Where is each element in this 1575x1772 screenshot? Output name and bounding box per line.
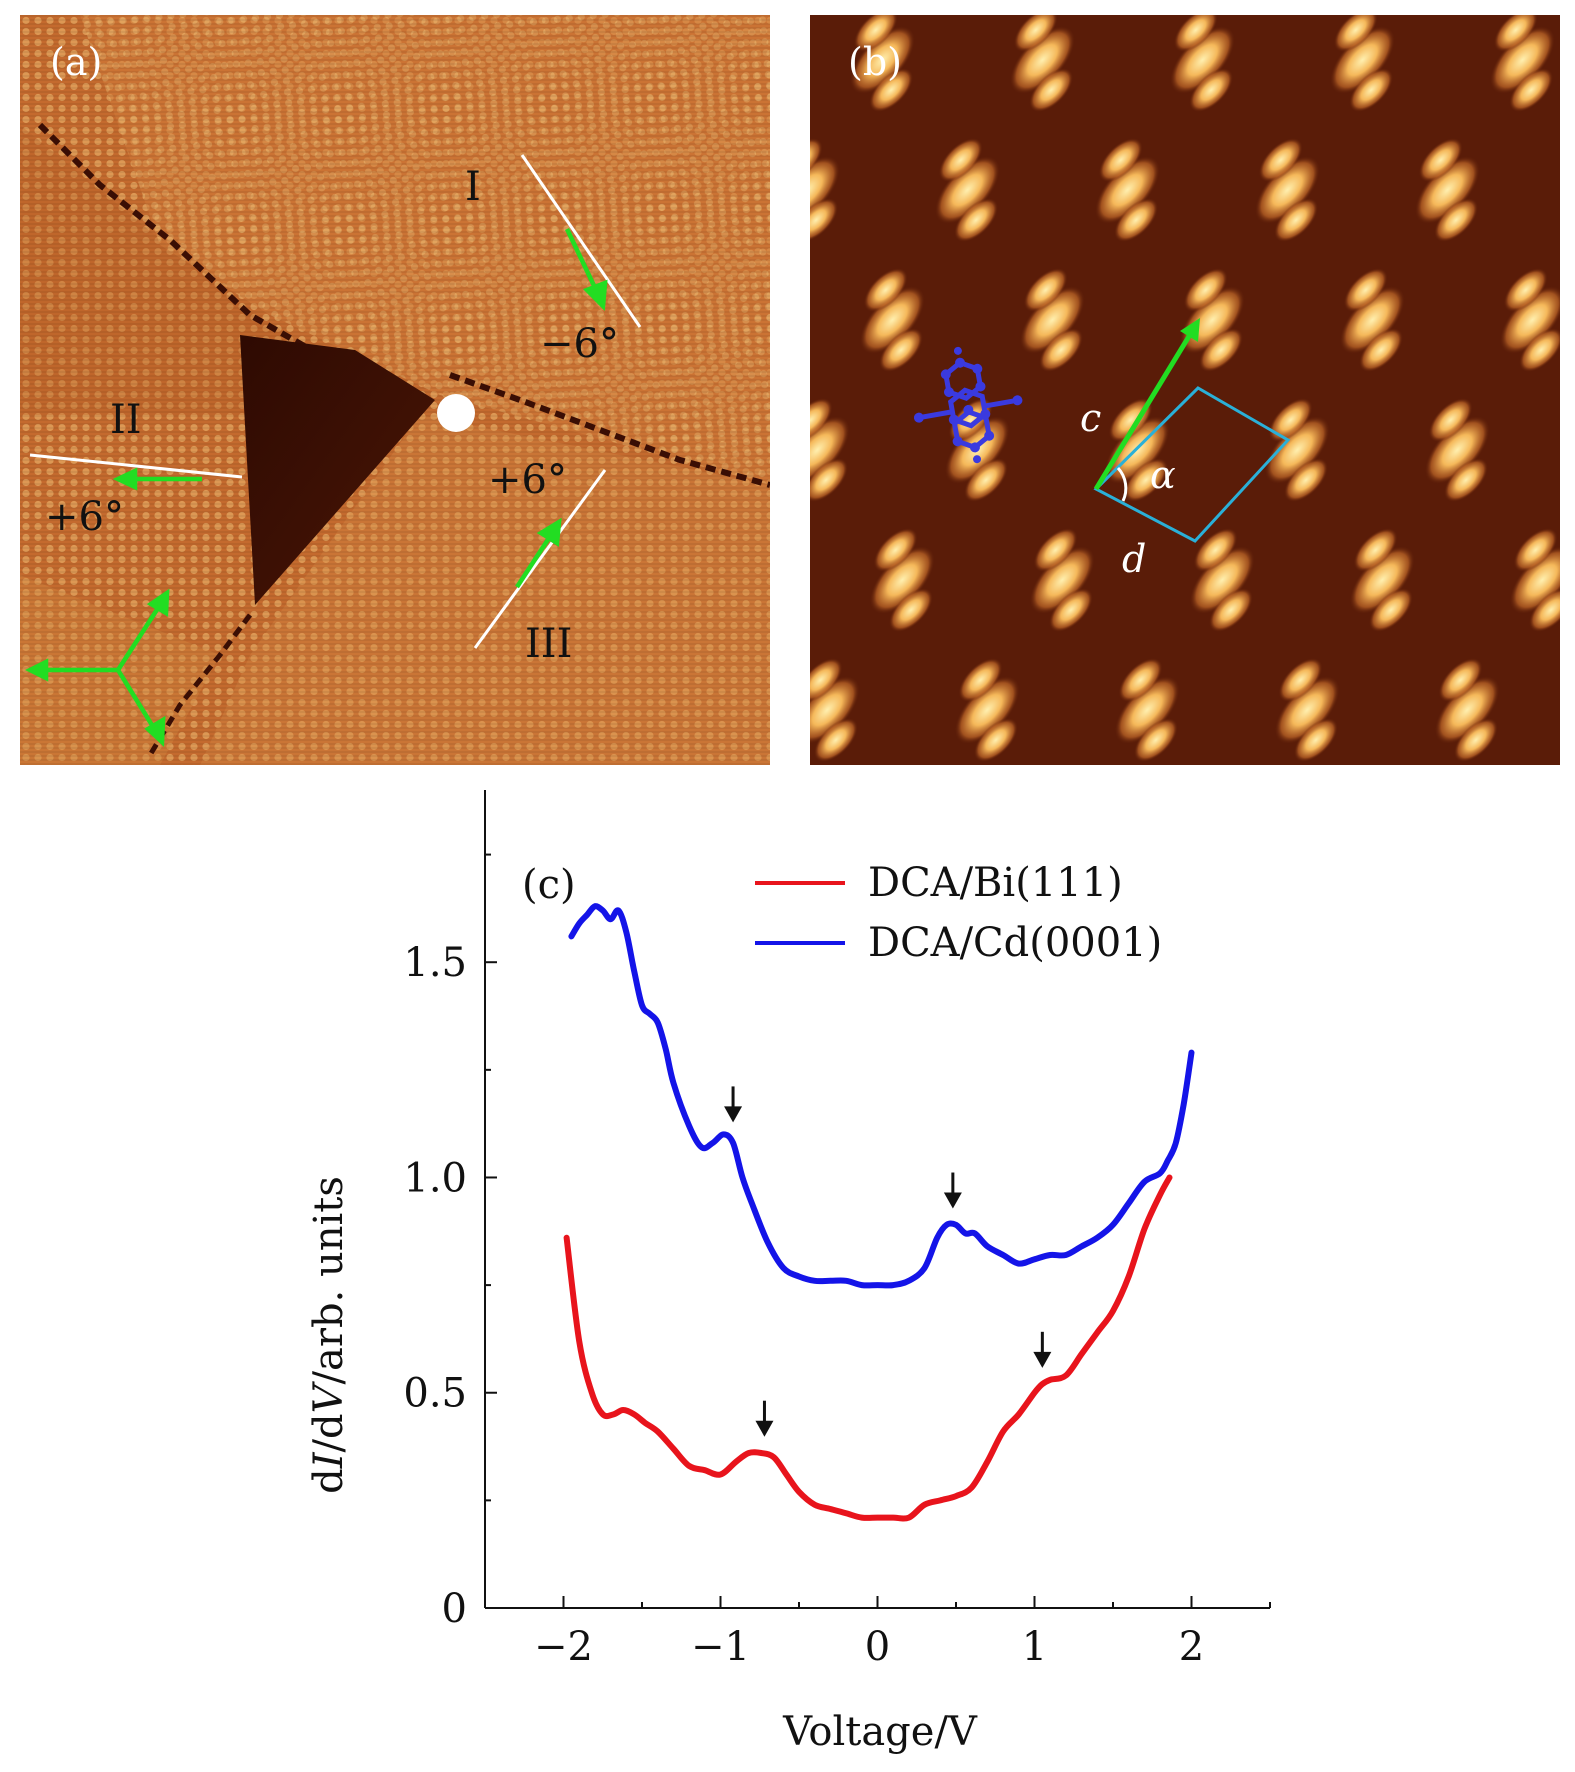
peak-arrow-head xyxy=(1033,1351,1052,1368)
peak-arrow xyxy=(755,1400,774,1437)
panel-a-label: (a) xyxy=(50,40,102,84)
x-tick-label: 1 xyxy=(1022,1624,1047,1670)
y-tick-label: 0 xyxy=(442,1586,467,1632)
vector-c-label: c xyxy=(1080,396,1101,440)
adsorbate-spot xyxy=(437,394,475,432)
x-axis-label: Voltage/V xyxy=(782,1709,978,1755)
x-tick-label: −2 xyxy=(534,1624,593,1670)
x-tick-label: 0 xyxy=(865,1624,890,1670)
domain-label-II: II xyxy=(110,397,142,443)
peak-arrow-head xyxy=(755,1420,774,1437)
vacancy-island xyxy=(240,335,435,605)
stm-image-b: (b) c d α xyxy=(810,15,1560,765)
panel-c-label: (c) xyxy=(522,862,576,908)
legend-label-bi: DCA/Bi(111) xyxy=(868,860,1123,906)
angle-label-III: +6° xyxy=(488,457,567,503)
vector-d-label: d xyxy=(1122,537,1146,581)
dIdV-chart: −2 −1 0 1 2 0 0.5 1.0 1.5 DCA/Bi(111) DCA/Cd(000… xyxy=(0,790,1575,1772)
peak-arrow-head xyxy=(943,1192,962,1209)
domain-label-III: III xyxy=(525,621,572,667)
y-axis-label: dI/dV/arb. units xyxy=(306,1176,352,1494)
y-tick-label: 0.5 xyxy=(403,1371,467,1417)
angle-label-II: +6° xyxy=(45,494,124,540)
unit-cell xyxy=(1093,386,1291,543)
y-tick-label: 1.5 xyxy=(403,940,467,986)
peak-arrow xyxy=(1033,1331,1052,1368)
series-line-cd0001 xyxy=(568,903,1195,1289)
y-tick-label: 1.0 xyxy=(403,1155,467,1201)
peak-arrow-head xyxy=(724,1106,743,1123)
legend-label-cd: DCA/Cd(0001) xyxy=(868,920,1162,966)
stm-image-a: (a) I II III −6° +6° +6° xyxy=(20,15,770,765)
x-tick-label: 2 xyxy=(1179,1624,1204,1670)
dca-molecule-model xyxy=(913,346,1023,464)
panel-b-label: (b) xyxy=(848,40,902,84)
series-line-bi111 xyxy=(563,1174,1173,1522)
angle-label-I: −6° xyxy=(540,321,619,367)
x-tick-label: −1 xyxy=(691,1624,750,1670)
peak-arrow xyxy=(943,1172,962,1209)
peak-arrow xyxy=(724,1086,743,1123)
domain-label-I: I xyxy=(465,164,481,210)
angle-alpha-label: α xyxy=(1150,453,1176,497)
